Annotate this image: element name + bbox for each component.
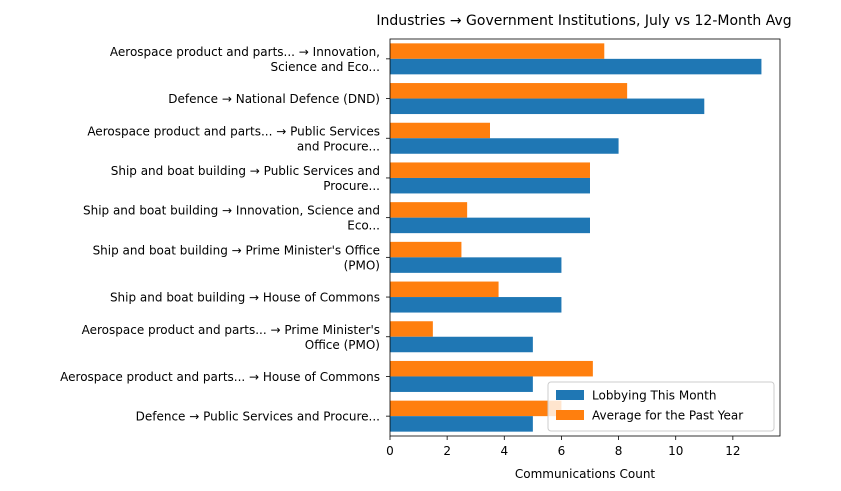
y-tick-label: Aerospace product and parts... → Public … (87, 124, 380, 138)
y-tick-label: Office (PMO) (305, 338, 380, 352)
bar-average-past-year (390, 360, 593, 377)
bar-lobbying-this-month (390, 376, 533, 392)
bar-average-past-year (390, 241, 462, 258)
y-tick-label: Ship and boat building → Public Services… (111, 164, 380, 178)
chart-title: Industries → Government Institutions, Ju… (376, 13, 791, 29)
bar-average-past-year (390, 202, 468, 218)
y-tick-label: Aerospace product and parts... → Innovat… (110, 45, 380, 59)
legend-label: Average for the Past Year (592, 409, 743, 423)
bar-lobbying-this-month (390, 98, 705, 115)
bar-average-past-year (390, 281, 499, 298)
bar-average-past-year (390, 43, 605, 59)
y-tick-label: Ship and boat building → Prime Minister'… (93, 243, 380, 257)
y-tick-label: Ship and boat building → House of Common… (110, 291, 380, 305)
legend-swatch (556, 410, 584, 420)
y-tick-label: (PMO) (344, 258, 380, 272)
y-tick-label: Defence → Public Services and Procure... (136, 410, 380, 424)
bar-lobbying-this-month (390, 336, 533, 353)
y-tick-label: Aerospace product and parts... → House o… (60, 370, 380, 384)
y-tick-label: Defence → National Defence (DND) (168, 92, 380, 106)
bar-average-past-year (390, 83, 628, 99)
bar-lobbying-this-month (390, 177, 590, 194)
legend: Lobbying This Month Average for the Past … (547, 381, 775, 432)
legend-box (547, 381, 775, 432)
y-tick-label: Science and Eco... (271, 60, 380, 74)
x-tick-label: 10 (668, 444, 683, 458)
plot-frame (389, 38, 781, 437)
bar-lobbying-this-month (390, 217, 590, 234)
bar-average-past-year (390, 400, 562, 417)
bar-lobbying-this-month (390, 416, 533, 432)
x-tick-label: 0 (386, 444, 394, 458)
y-tick-label: Ship and boat building → Innovation, Sci… (83, 204, 380, 218)
legend-label: Lobbying This Month (592, 389, 716, 403)
x-tick-label: 4 (500, 444, 508, 458)
x-tick-label: 2 (443, 444, 451, 458)
bar-average-past-year (390, 162, 590, 178)
bar-lobbying-this-month (390, 297, 562, 313)
y-tick-label: and Procure... (297, 139, 380, 153)
x-tick-label: 8 (615, 444, 623, 458)
y-tick-label: Eco... (347, 219, 380, 233)
bar-lobbying-this-month (390, 257, 562, 273)
bar-lobbying-this-month (390, 58, 762, 75)
legend-swatch (556, 390, 584, 400)
x-axis-label: Communications Count (515, 467, 656, 481)
x-tick-label: 6 (558, 444, 566, 458)
y-tick-label: Procure... (323, 179, 380, 193)
y-tick-label: Aerospace product and parts... → Prime M… (82, 323, 380, 337)
x-tick-label: 12 (725, 444, 740, 458)
bar-average-past-year (390, 122, 490, 139)
bar-average-past-year (390, 321, 433, 337)
bar-lobbying-this-month (390, 138, 619, 154)
